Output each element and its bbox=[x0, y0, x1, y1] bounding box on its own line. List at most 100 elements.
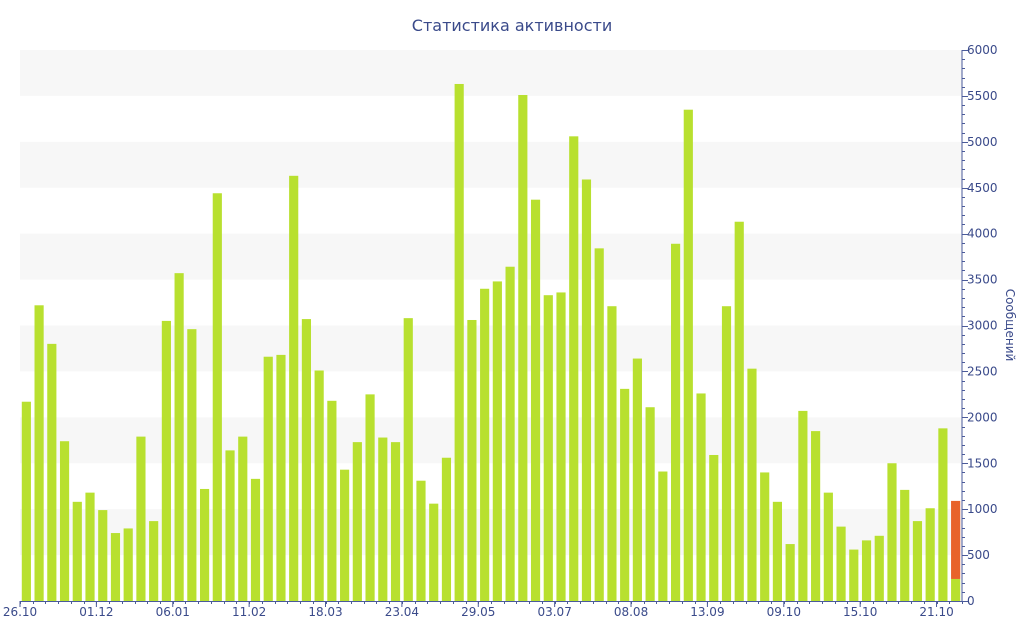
bar[interactable] bbox=[276, 354, 286, 601]
bar[interactable] bbox=[187, 329, 197, 601]
bar[interactable] bbox=[225, 450, 235, 601]
y-tick-label: 1000 bbox=[967, 502, 998, 516]
bar[interactable] bbox=[581, 179, 592, 602]
bar[interactable] bbox=[785, 544, 795, 601]
bar[interactable] bbox=[352, 442, 362, 601]
bar[interactable] bbox=[798, 410, 808, 601]
bar[interactable] bbox=[543, 295, 553, 601]
bar[interactable] bbox=[683, 109, 693, 602]
x-tick-label: 21.10 bbox=[919, 605, 953, 619]
bar[interactable] bbox=[760, 472, 770, 601]
bar[interactable] bbox=[365, 394, 375, 601]
bar[interactable] bbox=[492, 281, 502, 601]
bar[interactable] bbox=[340, 469, 350, 601]
grid-band bbox=[20, 417, 962, 464]
bar[interactable] bbox=[85, 492, 95, 601]
bar[interactable] bbox=[314, 370, 324, 601]
bar[interactable] bbox=[823, 492, 833, 601]
bar[interactable] bbox=[212, 193, 222, 601]
bar[interactable] bbox=[238, 436, 248, 601]
bar[interactable] bbox=[900, 489, 910, 601]
bar[interactable] bbox=[734, 221, 744, 601]
x-tick-label: 11.02 bbox=[232, 605, 266, 619]
bar[interactable] bbox=[327, 400, 337, 601]
bar[interactable] bbox=[849, 549, 859, 601]
bar[interactable] bbox=[696, 393, 706, 601]
bar[interactable] bbox=[607, 306, 617, 601]
y-axis: 0 500 1000 1500 2000 2500 3000 3500 4000 4500 5000… bbox=[961, 43, 998, 608]
bar[interactable] bbox=[887, 463, 897, 601]
bar[interactable] bbox=[480, 288, 490, 601]
bar[interactable] bbox=[72, 501, 82, 601]
bar-segment[interactable] bbox=[951, 578, 961, 601]
bar[interactable] bbox=[874, 535, 884, 601]
bar[interactable] bbox=[174, 273, 184, 601]
x-tick-label: 15.10 bbox=[843, 605, 877, 619]
bar[interactable] bbox=[47, 343, 57, 601]
grid-band bbox=[20, 141, 962, 188]
bar[interactable] bbox=[658, 471, 668, 601]
grid-band bbox=[20, 50, 962, 96]
bar[interactable] bbox=[454, 83, 464, 601]
bar[interactable] bbox=[21, 401, 31, 601]
bar[interactable] bbox=[632, 358, 642, 601]
bar[interactable] bbox=[811, 431, 821, 601]
bar[interactable] bbox=[912, 521, 923, 601]
bar[interactable] bbox=[429, 503, 439, 601]
y-tick-label: 5500 bbox=[967, 89, 998, 103]
bar[interactable] bbox=[925, 508, 935, 601]
grid-band bbox=[20, 233, 962, 280]
bar-segment[interactable] bbox=[951, 500, 961, 579]
bar[interactable] bbox=[301, 319, 312, 601]
bar[interactable] bbox=[416, 480, 426, 601]
x-tick-label: 23.04 bbox=[385, 605, 419, 619]
bar[interactable] bbox=[161, 320, 171, 601]
chart-title: Статистика активности bbox=[412, 16, 612, 35]
x-tick-label: 06.01 bbox=[156, 605, 190, 619]
bar[interactable] bbox=[467, 319, 477, 601]
bar[interactable] bbox=[556, 292, 566, 601]
x-tick-label: 18.03 bbox=[308, 605, 342, 619]
bar[interactable] bbox=[505, 266, 515, 601]
y-tick-label: 3000 bbox=[967, 319, 998, 333]
x-axis: 26.10 01.12 06.01 11.02 18.03 23.04 29.05 03.07… bbox=[3, 601, 963, 619]
bar[interactable] bbox=[709, 454, 719, 601]
bar[interactable] bbox=[518, 94, 528, 601]
bar[interactable] bbox=[136, 436, 146, 601]
bar[interactable] bbox=[670, 243, 681, 602]
bar[interactable] bbox=[530, 199, 541, 601]
y-tick-label: 5000 bbox=[967, 135, 998, 149]
bar[interactable] bbox=[772, 501, 783, 601]
bar[interactable] bbox=[861, 540, 872, 601]
bar[interactable] bbox=[569, 136, 579, 601]
bar[interactable] bbox=[378, 437, 388, 601]
x-tick-label: 13.09 bbox=[690, 605, 724, 619]
bar[interactable] bbox=[594, 248, 604, 602]
bar[interactable] bbox=[149, 521, 159, 601]
bar[interactable] bbox=[645, 407, 655, 601]
bar[interactable] bbox=[59, 441, 70, 601]
bar[interactable] bbox=[390, 442, 401, 601]
bar[interactable] bbox=[938, 428, 948, 601]
bar[interactable] bbox=[721, 306, 732, 601]
x-tick-label: 09.10 bbox=[767, 605, 801, 619]
bar[interactable] bbox=[263, 356, 273, 601]
y-tick-label: 2500 bbox=[967, 364, 998, 378]
bar[interactable] bbox=[836, 526, 846, 601]
bar[interactable] bbox=[747, 368, 757, 601]
y-tick-label: 500 bbox=[967, 548, 990, 562]
bar[interactable] bbox=[110, 533, 121, 601]
bar[interactable] bbox=[98, 510, 108, 601]
bar[interactable] bbox=[289, 175, 299, 602]
bar[interactable] bbox=[250, 478, 261, 601]
bar[interactable] bbox=[620, 388, 630, 601]
y-tick-label: 4500 bbox=[967, 181, 998, 195]
bar[interactable] bbox=[403, 318, 413, 601]
bar[interactable] bbox=[34, 305, 44, 601]
bar[interactable] bbox=[441, 457, 452, 601]
bar[interactable] bbox=[123, 528, 133, 601]
x-tick-label: 03.07 bbox=[537, 605, 571, 619]
bar[interactable] bbox=[199, 488, 210, 601]
